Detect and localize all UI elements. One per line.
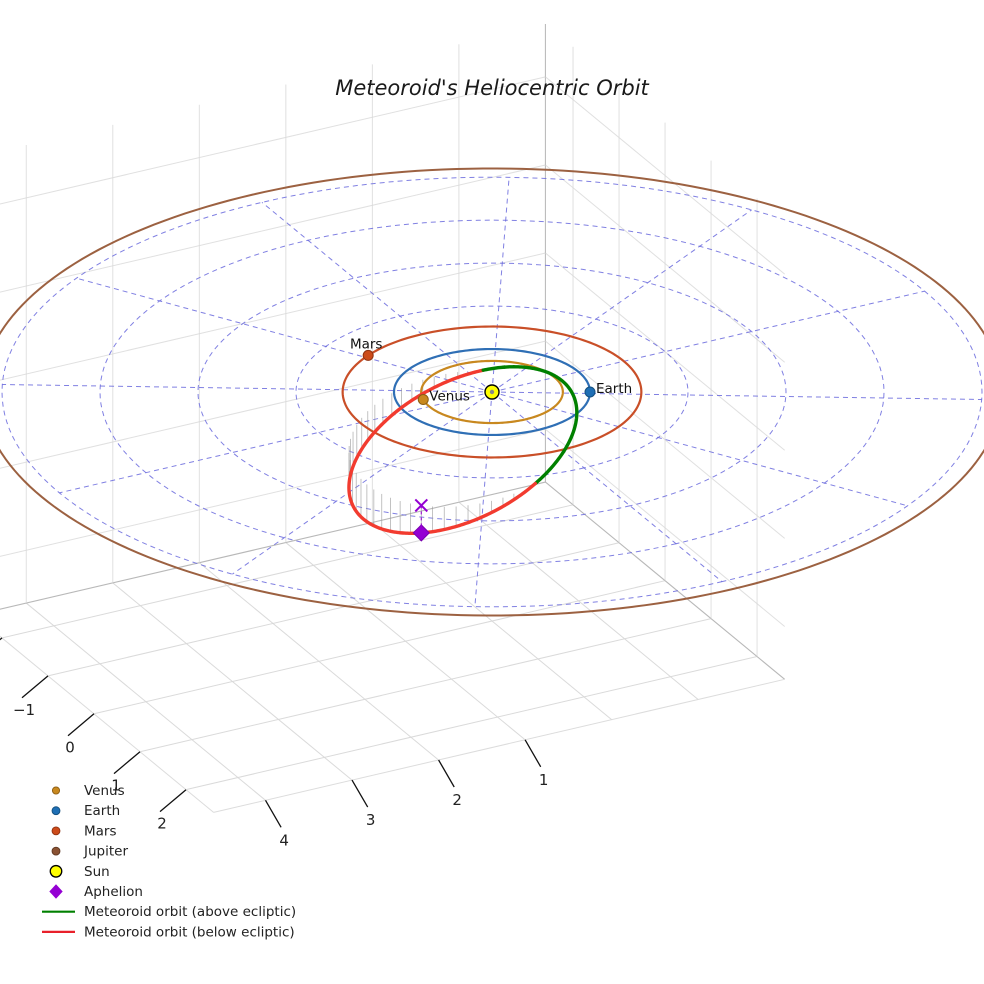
- legend-marker-jupiter: [51, 846, 61, 856]
- y-tick-label: 1: [539, 771, 549, 789]
- legend-marker-mars: [51, 826, 61, 836]
- legend-label: Meteoroid orbit (above ecliptic): [84, 904, 296, 920]
- legend-marker-sun: [49, 864, 63, 878]
- legend-item[interactable]: Sun: [49, 864, 110, 880]
- y-tick-label: 4: [279, 831, 289, 849]
- x-tick-label: 1: [111, 777, 121, 795]
- legend-marker-earth: [51, 806, 61, 816]
- x-tick-label: −1: [13, 701, 35, 719]
- legend-label: Mars: [84, 823, 117, 839]
- legend-label: Aphelion: [84, 884, 143, 900]
- body-label: Earth: [596, 381, 632, 397]
- x-tick-label: 2: [157, 815, 167, 833]
- legend[interactable]: Venus Earth Mars Jupiter Sun Aphelion Meteoroi…: [42, 783, 296, 940]
- y-tick-label: 3: [366, 811, 376, 829]
- legend-item[interactable]: Jupiter: [51, 844, 128, 860]
- body-label: Mars: [350, 336, 383, 352]
- axis-tick-labels: −2−10121234210−1−2: [0, 637, 549, 849]
- x-tick-label: 0: [65, 739, 75, 757]
- legend-item[interactable]: Venus: [51, 783, 125, 799]
- legend-label: Jupiter: [83, 844, 128, 860]
- legend-label: Meteoroid orbit (below ecliptic): [84, 924, 295, 940]
- meteoroid-orbit: [347, 365, 579, 535]
- body-label: Venus: [429, 389, 470, 405]
- y-tick-label: 2: [452, 791, 462, 809]
- legend-marker-venus: [51, 786, 61, 795]
- body-markers: Venus Earth Mars: [350, 336, 632, 542]
- legend-item[interactable]: Mars: [51, 823, 117, 839]
- legend-label: Earth: [84, 803, 120, 819]
- legend-item[interactable]: Meteoroid orbit (below ecliptic): [42, 924, 295, 940]
- page-title: Meteoroid's Heliocentric Orbit: [335, 76, 649, 100]
- legend-item[interactable]: Earth: [51, 803, 120, 819]
- axes-panes: [0, 24, 786, 813]
- legend-item[interactable]: Aphelion: [49, 884, 143, 900]
- legend-marker-aphelion: [49, 884, 63, 899]
- legend-label: Sun: [84, 864, 110, 880]
- legend-item[interactable]: Meteoroid orbit (above ecliptic): [42, 904, 296, 920]
- legend-label: Venus: [84, 783, 125, 799]
